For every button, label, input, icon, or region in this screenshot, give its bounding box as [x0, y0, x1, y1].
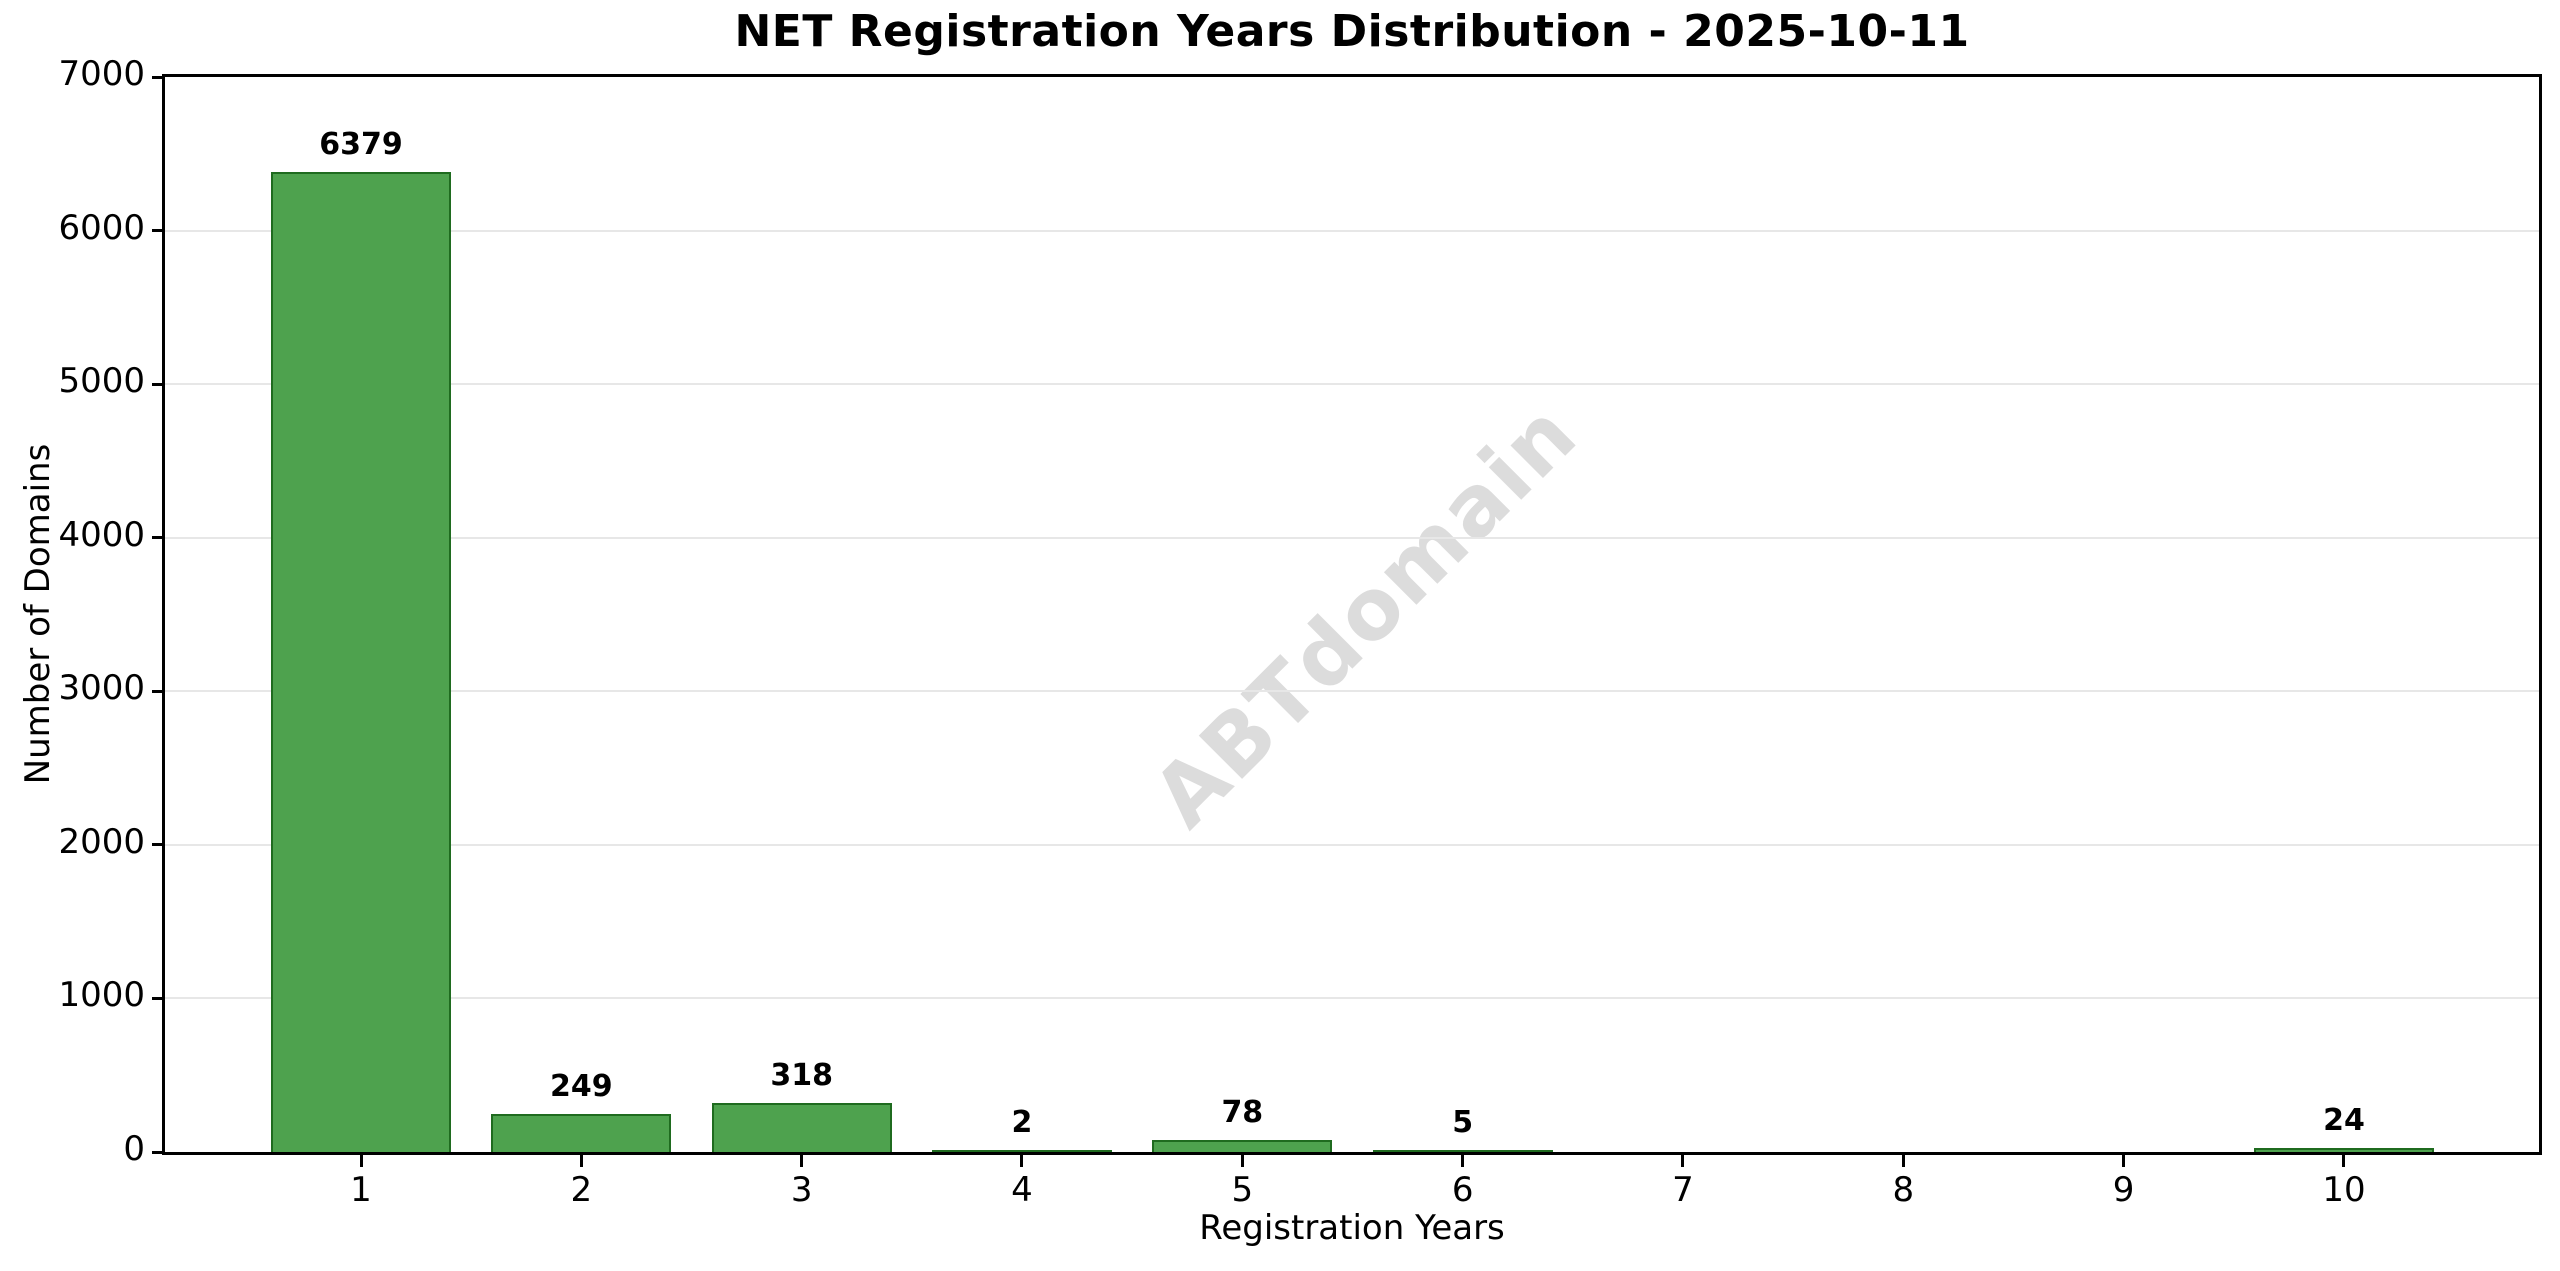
y-tick-4000: [152, 536, 165, 540]
bar-value-label-year-3: 318: [770, 1058, 833, 1094]
y-tick-1000: [152, 996, 165, 1000]
bar-value-label-year-10: 24: [2323, 1103, 2365, 1139]
x-tick-2: [579, 1155, 583, 1167]
gridline-y-2000: [165, 843, 2539, 846]
y-tick-label-6000: 6000: [58, 207, 145, 248]
bar-value-label-year-6: 5: [1452, 1105, 1474, 1140]
x-axis-label: Registration Years: [1199, 1208, 1505, 1248]
x-tick-4: [1020, 1155, 1024, 1167]
x-tick-10: [2342, 1155, 2346, 1167]
bar-year-4: [931, 1150, 1112, 1152]
y-tick-label-5000: 5000: [58, 361, 145, 402]
gridline-y-5000: [165, 383, 2539, 386]
bar-year-10: [2253, 1148, 2434, 1152]
x-tick-label-8: 8: [1892, 1170, 1915, 1210]
y-tick-label-3000: 3000: [58, 668, 145, 709]
gridline-y-3000: [165, 690, 2539, 693]
gridline-y-1000: [165, 997, 2539, 1000]
y-tick-3000: [152, 689, 165, 693]
x-tick-6: [1461, 1155, 1465, 1167]
y-tick-7000: [152, 75, 165, 79]
y-tick-6000: [152, 229, 165, 233]
bar-value-label-year-5: 78: [1221, 1095, 1264, 1131]
bar-year-5: [1152, 1140, 1333, 1152]
x-tick-9: [2122, 1155, 2126, 1167]
watermark-text: ABTdomain: [1134, 384, 1596, 846]
x-tick-label-6: 6: [1451, 1170, 1474, 1210]
y-tick-0: [152, 1150, 165, 1154]
x-tick-label-5: 5: [1231, 1170, 1254, 1210]
x-tick-label-2: 2: [570, 1170, 593, 1210]
bar-year-1: [271, 172, 451, 1152]
y-axis-label: Number of Domains: [18, 443, 58, 785]
gridline-y-6000: [165, 229, 2539, 232]
plot-inner: ABTdomain 6379 249 318 2 78 5 24: [165, 77, 2539, 1152]
y-tick-2000: [152, 843, 165, 847]
x-tick-label-9: 9: [2112, 1170, 2135, 1210]
chart-title: NET Registration Years Distribution - 20…: [734, 6, 1970, 57]
bar-year-6: [1372, 1150, 1553, 1152]
y-tick-label-1000: 1000: [58, 975, 145, 1016]
x-tick-label-3: 3: [790, 1170, 813, 1210]
x-tick-label-10: 10: [2322, 1170, 2366, 1210]
bar-value-label-year-4: 2: [1011, 1105, 1033, 1140]
x-tick-1: [359, 1155, 363, 1167]
bar-value-label-year-2: 249: [550, 1068, 613, 1104]
y-tick-label-7000: 7000: [58, 54, 145, 94]
y-tick-label-2000: 2000: [58, 821, 145, 862]
y-tick-label-0: 0: [123, 1129, 145, 1169]
x-tick-5: [1240, 1155, 1244, 1167]
x-tick-label-4: 4: [1011, 1170, 1033, 1210]
gridline-y-4000: [165, 536, 2539, 539]
bar-year-3: [711, 1103, 892, 1152]
x-tick-label-7: 7: [1672, 1170, 1694, 1210]
y-tick-label-4000: 4000: [58, 514, 145, 555]
x-tick-7: [1681, 1155, 1685, 1167]
plot-area: ABTdomain 6379 249 318 2 78 5 24: [162, 74, 2542, 1155]
bar-year-2: [491, 1113, 672, 1152]
y-tick-5000: [152, 382, 165, 386]
bar-value-label-year-1: 6379: [319, 127, 403, 163]
x-tick-8: [1901, 1155, 1905, 1167]
x-tick-label-1: 1: [350, 1170, 372, 1210]
x-tick-3: [800, 1155, 804, 1167]
